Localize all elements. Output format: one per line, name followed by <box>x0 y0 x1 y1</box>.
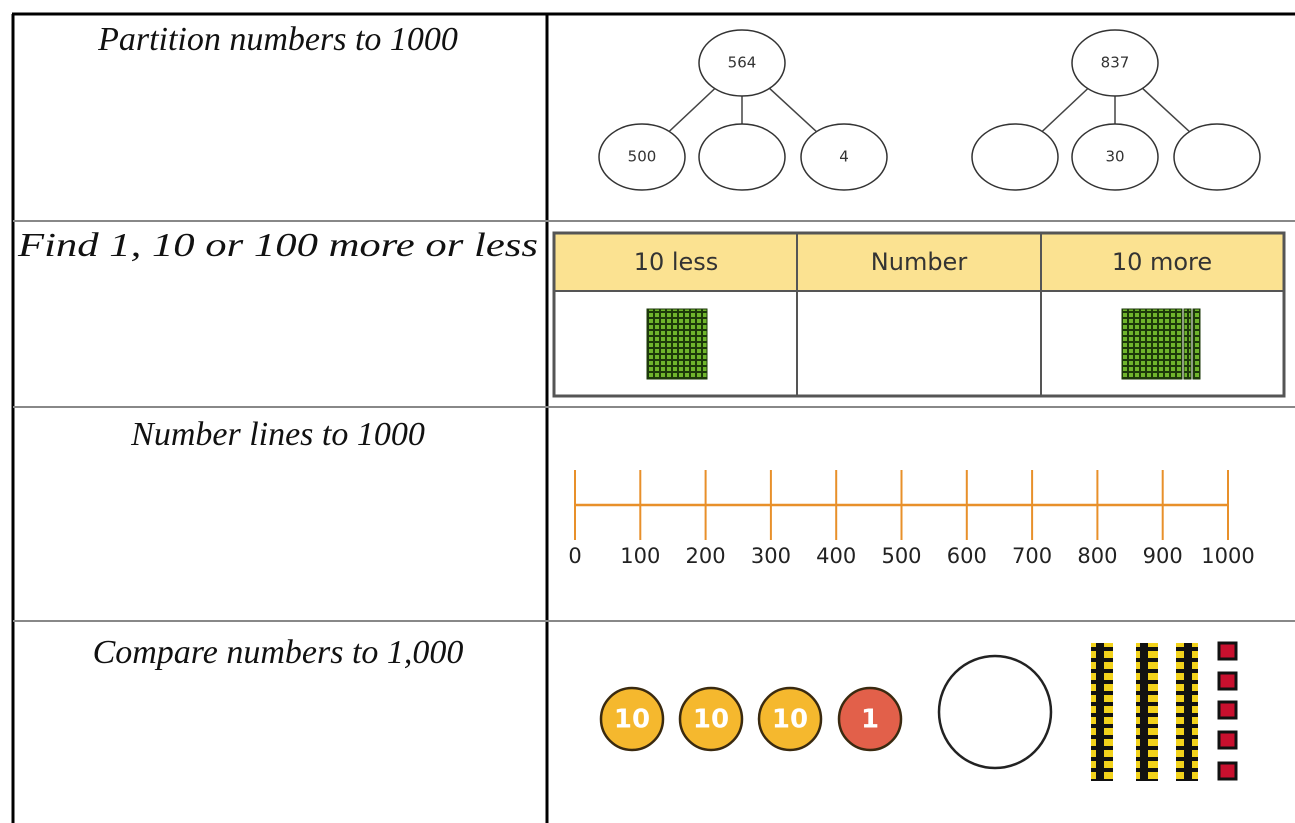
table-grid <box>11 12 1295 823</box>
counter-label: 1 <box>861 705 879 735</box>
counter-label: 10 <box>693 705 729 735</box>
part-circle <box>800 123 888 191</box>
part-value: 30 <box>1105 148 1124 166</box>
part-circle <box>1173 123 1261 191</box>
place-value-shapes <box>937 641 1238 781</box>
row-label: Number lines to 1000 <box>130 416 425 453</box>
table-header: 10 more <box>1112 248 1212 276</box>
part-circle <box>698 123 786 191</box>
whole-value: 837 <box>1101 54 1130 72</box>
counter <box>599 686 665 752</box>
row-label: Find 1, 10 or 100 more or less <box>17 227 538 264</box>
row-label: Compare numbers to 1,000 <box>93 634 464 671</box>
part-circle <box>971 123 1059 191</box>
part-circle <box>598 123 686 191</box>
whole-value: 564 <box>728 54 757 72</box>
counter <box>837 686 903 752</box>
tick-label: 600 <box>947 544 987 568</box>
whole-circle <box>698 29 786 97</box>
row-label: Partition numbers to 1000 <box>97 21 458 58</box>
tick-label: 400 <box>816 544 856 568</box>
tick-label: 300 <box>751 544 791 568</box>
tick-label: 0 <box>568 544 581 568</box>
counter <box>757 686 823 752</box>
tick-label: 100 <box>620 544 660 568</box>
tick-label: 800 <box>1077 544 1117 568</box>
counter-label: 10 <box>614 705 650 735</box>
tick-label: 1000 <box>1201 544 1254 568</box>
more-less-table <box>552 231 1286 398</box>
part-value: 500 <box>628 148 657 166</box>
tick-label: 700 <box>1012 544 1052 568</box>
table-header: 10 less <box>634 248 719 276</box>
table-header: Number <box>871 248 968 276</box>
tick-label: 200 <box>686 544 726 568</box>
whole-circle <box>1071 29 1159 97</box>
tick-label: 900 <box>1143 544 1183 568</box>
part-circle <box>1071 123 1159 191</box>
counter-label: 10 <box>772 705 808 735</box>
tick-label: 500 <box>881 544 921 568</box>
part-value: 4 <box>839 148 849 166</box>
counter <box>678 686 744 752</box>
